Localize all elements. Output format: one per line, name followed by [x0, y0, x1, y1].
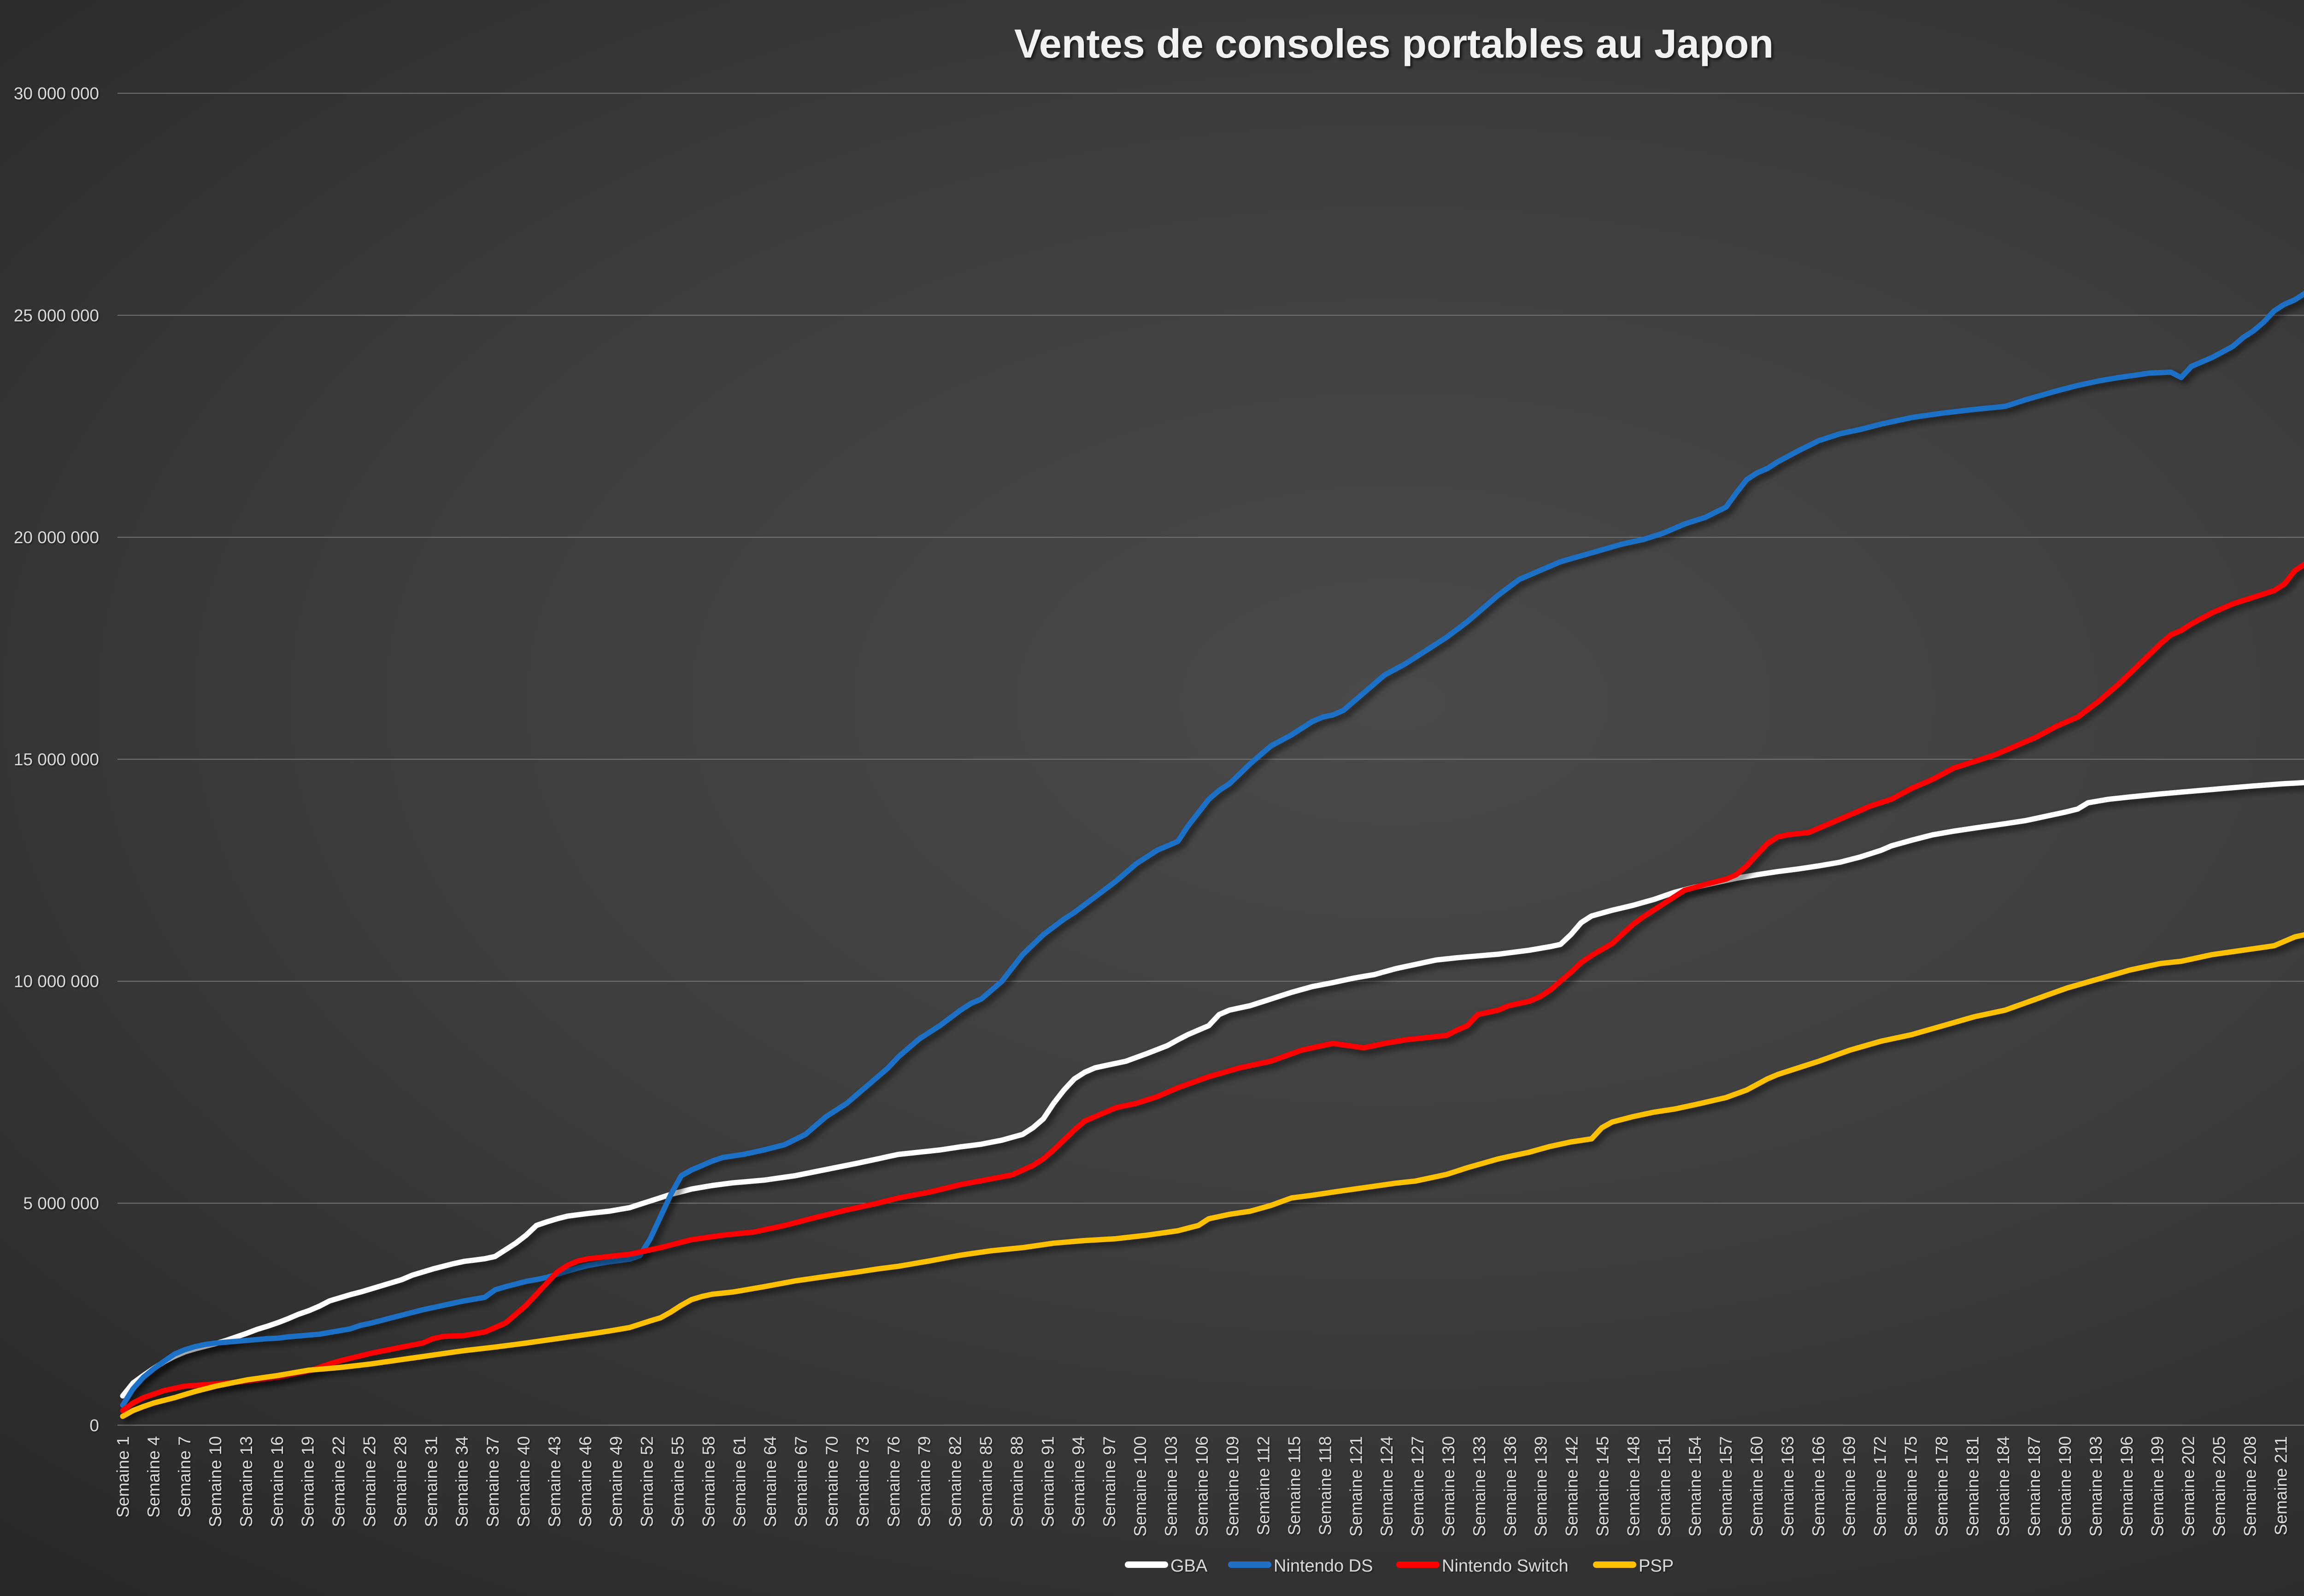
svg-text:Semaine 94: Semaine 94	[1069, 1436, 1088, 1527]
svg-text:Semaine 82: Semaine 82	[946, 1436, 965, 1527]
svg-text:Semaine 97: Semaine 97	[1100, 1436, 1119, 1527]
svg-text:Semaine 91: Semaine 91	[1038, 1436, 1057, 1527]
svg-text:Semaine 37: Semaine 37	[483, 1436, 502, 1527]
svg-text:Semaine 127: Semaine 127	[1408, 1436, 1427, 1537]
svg-text:Semaine 136: Semaine 136	[1501, 1436, 1520, 1537]
svg-text:Semaine 160: Semaine 160	[1747, 1436, 1766, 1537]
svg-text:Semaine 178: Semaine 178	[1932, 1436, 1951, 1537]
svg-text:5 000 000: 5 000 000	[23, 1194, 99, 1213]
svg-text:Semaine 157: Semaine 157	[1716, 1436, 1735, 1537]
svg-text:Semaine 172: Semaine 172	[1871, 1436, 1890, 1537]
svg-text:Semaine 124: Semaine 124	[1377, 1436, 1396, 1537]
svg-text:Semaine 40: Semaine 40	[514, 1436, 533, 1527]
svg-text:Semaine 187: Semaine 187	[2025, 1436, 2044, 1537]
svg-text:Semaine 166: Semaine 166	[1809, 1436, 1828, 1537]
svg-text:Semaine 115: Semaine 115	[1285, 1436, 1304, 1535]
svg-text:Semaine 112: Semaine 112	[1254, 1436, 1273, 1535]
svg-text:Semaine 196: Semaine 196	[2117, 1436, 2136, 1537]
svg-text:Semaine 121: Semaine 121	[1346, 1436, 1365, 1537]
svg-text:Semaine 52: Semaine 52	[638, 1436, 657, 1527]
svg-text:GBA: GBA	[1170, 1556, 1208, 1576]
svg-text:Semaine 169: Semaine 169	[1840, 1436, 1859, 1537]
svg-text:Semaine 58: Semaine 58	[699, 1436, 718, 1527]
svg-text:Nintendo DS: Nintendo DS	[1274, 1556, 1373, 1576]
svg-text:Semaine 130: Semaine 130	[1439, 1436, 1458, 1537]
svg-text:Semaine 211: Semaine 211	[2271, 1436, 2290, 1535]
svg-text:Semaine 175: Semaine 175	[1902, 1436, 1921, 1537]
svg-text:Semaine 25: Semaine 25	[360, 1436, 379, 1527]
svg-text:Semaine 19: Semaine 19	[299, 1436, 317, 1527]
svg-text:Semaine 55: Semaine 55	[669, 1436, 688, 1527]
svg-text:Semaine 142: Semaine 142	[1563, 1436, 1581, 1537]
svg-text:Semaine 145: Semaine 145	[1593, 1436, 1612, 1537]
svg-text:Semaine 28: Semaine 28	[391, 1436, 410, 1527]
svg-text:Semaine 208: Semaine 208	[2240, 1436, 2259, 1537]
svg-text:Semaine 7: Semaine 7	[175, 1436, 194, 1518]
svg-text:Semaine 1: Semaine 1	[113, 1436, 132, 1518]
svg-text:Semaine 193: Semaine 193	[2087, 1436, 2105, 1537]
svg-text:Semaine 133: Semaine 133	[1470, 1436, 1489, 1537]
svg-text:Semaine 46: Semaine 46	[576, 1436, 595, 1527]
svg-text:Semaine 4: Semaine 4	[144, 1436, 163, 1518]
svg-text:Semaine 163: Semaine 163	[1778, 1436, 1797, 1537]
svg-text:Semaine 100: Semaine 100	[1131, 1436, 1150, 1537]
svg-text:Semaine 64: Semaine 64	[761, 1436, 780, 1527]
svg-text:Ventes de consoles portables a: Ventes de consoles portables au Japon	[1014, 21, 1774, 66]
svg-text:25 000 000: 25 000 000	[14, 306, 99, 325]
svg-text:Semaine 22: Semaine 22	[329, 1436, 348, 1527]
svg-text:Semaine 13: Semaine 13	[237, 1436, 256, 1527]
svg-text:Semaine 148: Semaine 148	[1624, 1436, 1643, 1537]
svg-text:10 000 000: 10 000 000	[14, 972, 99, 991]
svg-text:PSP: PSP	[1639, 1556, 1674, 1576]
svg-text:Semaine 73: Semaine 73	[853, 1436, 872, 1527]
svg-text:Semaine 118: Semaine 118	[1316, 1436, 1334, 1535]
svg-text:Semaine 184: Semaine 184	[1994, 1436, 2013, 1537]
svg-text:Semaine 151: Semaine 151	[1655, 1436, 1674, 1537]
svg-text:Semaine 103: Semaine 103	[1162, 1436, 1181, 1537]
svg-text:Semaine 31: Semaine 31	[422, 1436, 441, 1527]
svg-text:30 000 000: 30 000 000	[14, 84, 99, 103]
svg-text:Semaine 16: Semaine 16	[268, 1436, 287, 1527]
svg-text:Semaine 181: Semaine 181	[1963, 1436, 1982, 1537]
svg-text:Semaine 199: Semaine 199	[2148, 1436, 2167, 1537]
svg-text:Semaine 109: Semaine 109	[1223, 1436, 1242, 1537]
svg-text:Semaine 202: Semaine 202	[2179, 1436, 2198, 1537]
svg-text:Semaine 88: Semaine 88	[1007, 1436, 1026, 1527]
svg-text:Semaine 76: Semaine 76	[884, 1436, 903, 1527]
svg-text:Semaine 67: Semaine 67	[792, 1436, 811, 1527]
svg-text:Semaine 43: Semaine 43	[545, 1436, 564, 1527]
svg-text:Semaine 79: Semaine 79	[915, 1436, 934, 1527]
svg-text:Semaine 106: Semaine 106	[1193, 1436, 1211, 1537]
svg-text:15 000 000: 15 000 000	[14, 750, 99, 769]
svg-text:Semaine 61: Semaine 61	[730, 1436, 749, 1527]
svg-text:Semaine 139: Semaine 139	[1532, 1436, 1551, 1537]
svg-text:Semaine 70: Semaine 70	[823, 1436, 841, 1527]
svg-text:Semaine 85: Semaine 85	[977, 1436, 996, 1527]
svg-text:Semaine 34: Semaine 34	[453, 1436, 471, 1527]
svg-text:Semaine 190: Semaine 190	[2056, 1436, 2075, 1537]
svg-text:Semaine 10: Semaine 10	[206, 1436, 225, 1527]
svg-text:Semaine 214: Semaine 214	[2302, 1436, 2304, 1537]
svg-text:Semaine 154: Semaine 154	[1686, 1436, 1704, 1537]
svg-text:Semaine 49: Semaine 49	[607, 1436, 626, 1527]
svg-text:Nintendo Switch: Nintendo Switch	[1442, 1556, 1569, 1576]
svg-text:0: 0	[89, 1416, 99, 1435]
svg-text:Semaine 205: Semaine 205	[2210, 1436, 2229, 1537]
svg-text:20 000 000: 20 000 000	[14, 528, 99, 547]
